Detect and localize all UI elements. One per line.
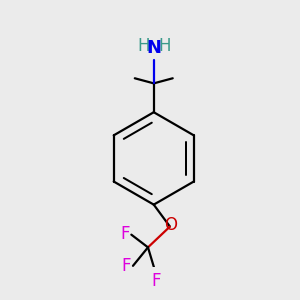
Text: F: F — [120, 224, 130, 242]
Text: F: F — [151, 272, 161, 290]
Text: N: N — [146, 39, 161, 57]
Text: O: O — [165, 216, 178, 234]
Text: H: H — [158, 37, 170, 55]
Text: F: F — [122, 257, 131, 275]
Text: H: H — [137, 37, 150, 55]
